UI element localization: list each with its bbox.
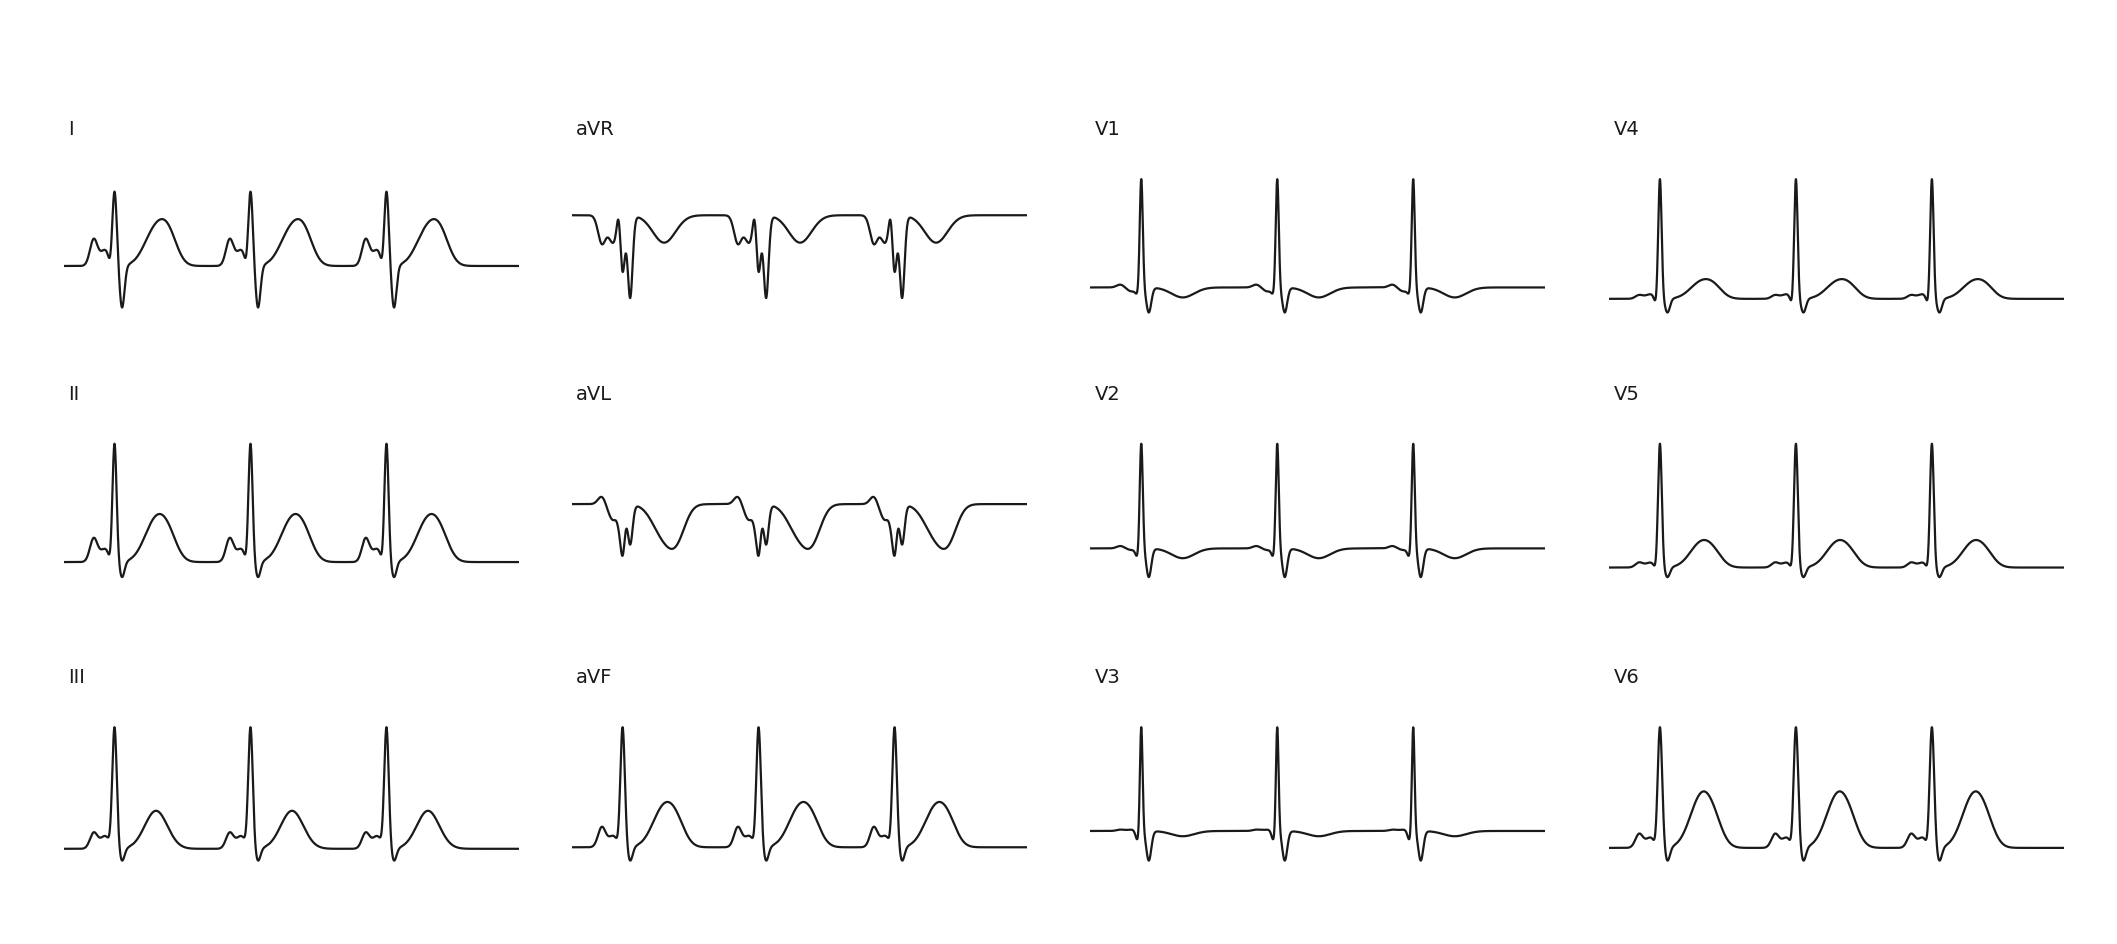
Text: III: III <box>68 667 85 686</box>
Text: II: II <box>68 384 78 403</box>
Text: I: I <box>68 120 74 139</box>
Text: V4: V4 <box>1613 120 1639 139</box>
Text: V5: V5 <box>1613 384 1639 403</box>
Text: aVL: aVL <box>576 384 612 403</box>
Text: V6: V6 <box>1613 667 1639 686</box>
Text: V2: V2 <box>1094 384 1120 403</box>
Text: V3: V3 <box>1094 667 1120 686</box>
Text: V1: V1 <box>1094 120 1120 139</box>
Text: aVF: aVF <box>576 667 612 686</box>
Text: aVR: aVR <box>576 120 614 139</box>
